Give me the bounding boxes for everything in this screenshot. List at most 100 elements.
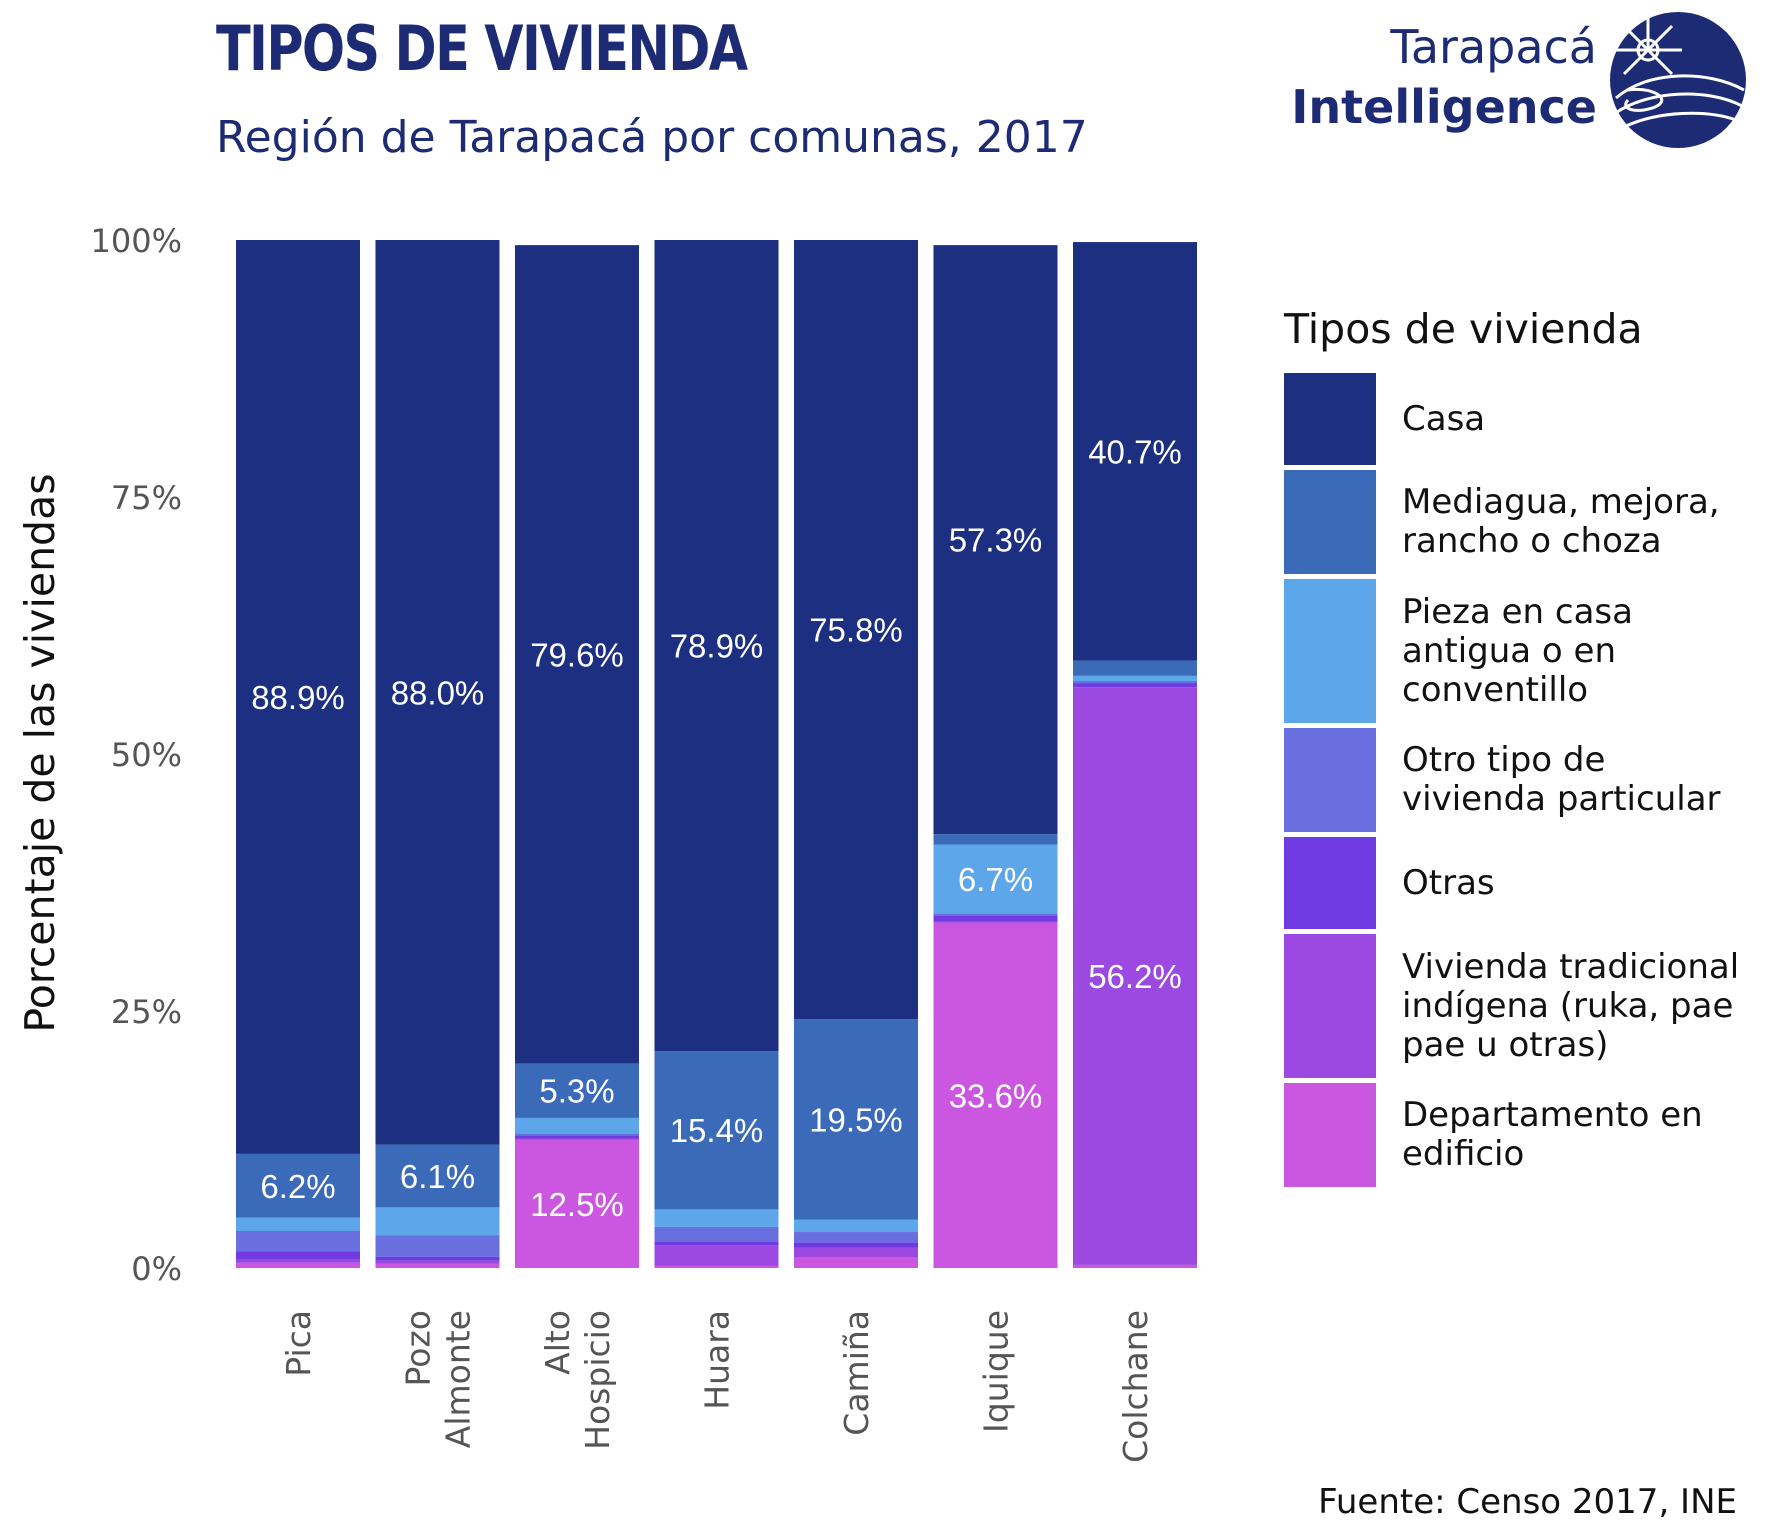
- bar-segment: [236, 1251, 360, 1260]
- bar-segment: [654, 1051, 779, 1210]
- bar-segment: [654, 1241, 779, 1246]
- data-label: 75.8%: [809, 612, 903, 649]
- data-label: 5.3%: [539, 1073, 614, 1110]
- bar-segment: [654, 1226, 779, 1242]
- x-tick-label: Alto: [538, 1310, 577, 1375]
- data-labels: 88.9% 6.2% 88.0% 6.1% 79.6% 5.3% 12.5% 78.9% 15.…: [251, 433, 1182, 1222]
- bar-segment: [236, 240, 360, 1154]
- legend-swatch: [1284, 728, 1376, 832]
- x-tick-label: Iquique: [977, 1310, 1016, 1433]
- bar-segment: [375, 1260, 500, 1264]
- bar-segment: [236, 1259, 360, 1263]
- data-label: 78.9%: [670, 628, 764, 665]
- legend-swatch: [1284, 934, 1376, 1078]
- legend-swatch: [1284, 373, 1376, 465]
- bar-segment: [1073, 242, 1197, 661]
- legend-label: Mediagua, mejora, rancho o choza: [1402, 482, 1720, 561]
- bar-segment: [933, 915, 1058, 922]
- bar-segment: [375, 1207, 500, 1236]
- legend-label: Otras: [1402, 862, 1495, 903]
- bar-segment: [236, 1217, 360, 1231]
- data-label: 6.2%: [260, 1168, 335, 1205]
- legend-item-otras: Otras: [1284, 837, 1739, 929]
- y-axis-title: Porcentaje de las viviendas: [16, 473, 64, 1032]
- bar-segment: [794, 1019, 918, 1220]
- chart-title: TIPOS DE VIVIENDA: [216, 12, 748, 85]
- legend-swatch: [1284, 579, 1376, 723]
- legend-label: Casa: [1402, 398, 1486, 439]
- x-tick-label: Huara: [698, 1310, 737, 1410]
- source-note: Fuente: Censo 2017, INE: [1318, 1482, 1737, 1522]
- legend-item-tradicional: Vivienda tradicional indígena (ruka, pae…: [1284, 934, 1739, 1078]
- chart-subtitle: Región de Tarapacá por comunas, 2017: [216, 112, 1088, 163]
- bar-segment: [515, 1138, 639, 1140]
- y-tick-label: 50%: [111, 736, 182, 774]
- x-tick-label: Pica: [279, 1310, 318, 1377]
- data-label: 57.3%: [949, 522, 1043, 559]
- bar-segment: [236, 1230, 360, 1252]
- data-label: 6.7%: [958, 861, 1033, 898]
- bar-segment: [375, 1144, 500, 1208]
- bar-segment: [1073, 675, 1197, 682]
- bar-segment: [794, 240, 918, 1020]
- bar-segment: [933, 844, 1058, 914]
- bar-segment: [933, 922, 1058, 1268]
- bar-segment: [236, 1153, 360, 1218]
- bar-segment: [933, 913, 1058, 916]
- bar-segment: [794, 1232, 918, 1243]
- bar-segment: [515, 1117, 639, 1134]
- legend-items: Casa Mediagua, mejora, rancho o choza Piez…: [1284, 373, 1739, 1187]
- bar-segment: [933, 834, 1058, 845]
- bar-segment: [654, 1245, 779, 1266]
- bar-segment: [794, 1257, 918, 1268]
- legend: Tipos de vivienda Casa Mediagua, mejora, …: [1284, 305, 1739, 1192]
- y-tick-label: 75%: [111, 479, 182, 517]
- bar-segment: [933, 245, 1058, 835]
- bar-segment: [933, 921, 1058, 923]
- x-tick-label: Pozo: [399, 1310, 438, 1386]
- legend-swatch: [1284, 837, 1376, 929]
- tarapaca-globe-logo-icon: [1610, 12, 1746, 148]
- y-tick-label: 0%: [131, 1250, 182, 1288]
- data-label: 40.7%: [1088, 433, 1182, 470]
- bar-segment: [1073, 1264, 1197, 1268]
- y-tick-label: 25%: [111, 993, 182, 1031]
- legend-item-casa: Casa: [1284, 373, 1739, 465]
- data-label: 15.4%: [670, 1112, 764, 1149]
- data-label: 12.5%: [530, 1186, 624, 1223]
- bar-segment: [1073, 683, 1197, 688]
- data-label: 19.5%: [809, 1101, 903, 1138]
- legend-title: Tipos de vivienda: [1284, 305, 1643, 353]
- legend-swatch: [1284, 1083, 1376, 1187]
- legend-item-departamento: Departamento en edificio: [1284, 1083, 1739, 1187]
- bar-segment: [515, 1139, 639, 1268]
- data-label: 88.9%: [251, 679, 345, 716]
- x-tick-label: Hospicio: [578, 1310, 617, 1450]
- legend-swatch: [1284, 470, 1376, 574]
- x-tick-label: Camiña: [837, 1310, 876, 1436]
- x-tick-label: Colchane: [1116, 1310, 1155, 1463]
- bar-segment: [515, 1063, 639, 1118]
- legend-item-otro: Otro tipo de vivienda particular: [1284, 728, 1739, 832]
- data-label: 88.0%: [391, 674, 485, 711]
- bar-segment: [794, 1219, 918, 1233]
- x-tick-label: Almonte: [439, 1310, 478, 1448]
- bar-segment: [1073, 681, 1197, 684]
- y-axis: 0% 25% 50% 75% 100%: [91, 222, 182, 1288]
- bar-segment: [515, 245, 639, 1064]
- legend-label: Vivienda tradicional indígena (ruka, pae…: [1402, 946, 1740, 1065]
- data-label: 6.1%: [400, 1158, 475, 1195]
- bar-segment: [515, 1133, 639, 1136]
- bar-segment: [1073, 660, 1197, 676]
- legend-item-pieza: Pieza en casa antigua o en conventillo: [1284, 579, 1739, 723]
- bar-segment: [794, 1247, 918, 1258]
- logo-text-tarapaca: Tarapacá: [1390, 20, 1597, 74]
- data-label: 79.6%: [530, 636, 624, 673]
- bar-segment: [654, 1265, 779, 1268]
- bar-segment: [794, 1242, 918, 1248]
- data-label: 33.6%: [949, 1077, 1043, 1114]
- bar-segment: [375, 240, 500, 1145]
- logo-text-intelligence: Intelligence: [1291, 80, 1597, 134]
- bar-segment: [515, 1135, 639, 1139]
